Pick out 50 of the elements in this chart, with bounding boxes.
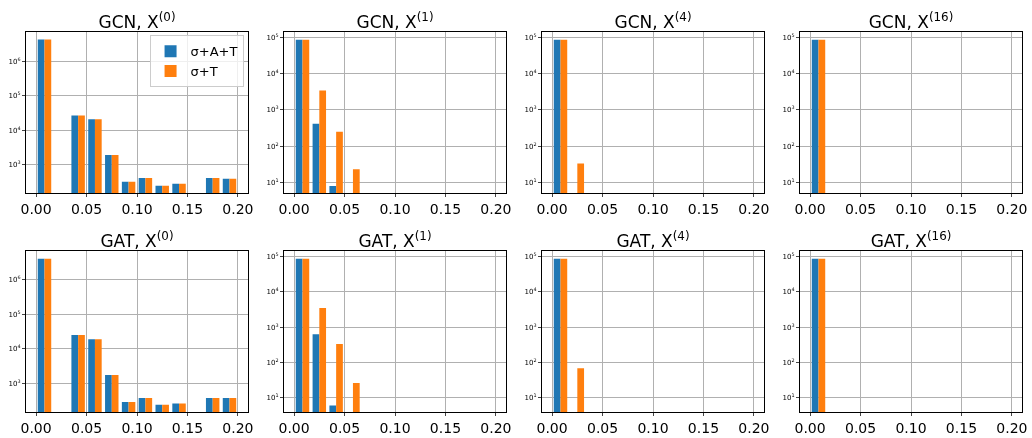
x-tick-label: 0.10 <box>379 419 411 436</box>
x-tick-label: 0.00 <box>794 419 826 436</box>
legend-label: σ+A+T <box>190 44 238 60</box>
x-tick-label: 0.15 <box>429 200 462 217</box>
x-tick-label: 0.05 <box>70 419 103 436</box>
x-tick-label: 0.15 <box>687 200 720 217</box>
x-tick-label: 0.10 <box>379 200 411 217</box>
x-tick-label: 0.10 <box>895 200 927 217</box>
x-tick-label: 0.10 <box>637 419 669 436</box>
chart-title: GCN, X$^{(16)}$ <box>868 9 954 32</box>
x-tick-label: 0.05 <box>328 200 361 217</box>
x-tick-label: 0.00 <box>278 419 310 436</box>
x-tick-label: 0.20 <box>480 200 512 217</box>
chart-title: GAT, X$^{(16)}$ <box>870 228 952 251</box>
x-tick-label: 0.05 <box>586 419 619 436</box>
chart-title: GAT, X$^{(4)}$ <box>616 228 690 251</box>
x-tick-label: 0.00 <box>278 200 310 217</box>
chart-title: GCN, X$^{(4)}$ <box>614 9 692 32</box>
x-tick-label: 0.05 <box>844 200 877 217</box>
chart-title: GCN, X$^{(0)}$ <box>98 9 176 32</box>
x-tick-label: 0.15 <box>945 200 978 217</box>
x-tick-label: 0.05 <box>586 200 619 217</box>
x-tick-label: 0.10 <box>637 200 669 217</box>
x-tick-label: 0.20 <box>480 419 512 436</box>
x-tick-label: 0.00 <box>536 200 568 217</box>
x-tick-label: 0.05 <box>328 419 361 436</box>
x-tick-label: 0.20 <box>996 200 1028 217</box>
x-tick-label: 0.15 <box>687 419 720 436</box>
x-tick-label: 0.20 <box>738 200 770 217</box>
x-tick-label: 0.15 <box>171 419 204 436</box>
x-tick-label: 0.00 <box>20 200 52 217</box>
x-tick-label: 0.20 <box>738 419 770 436</box>
chart-title: GCN, X$^{(1)}$ <box>356 9 434 32</box>
x-tick-label: 0.05 <box>844 419 877 436</box>
x-tick-label: 0.10 <box>895 419 927 436</box>
x-tick-label: 0.00 <box>536 419 568 436</box>
x-tick-label: 0.15 <box>429 419 462 436</box>
x-tick-label: 0.05 <box>70 200 103 217</box>
legend-label: σ+T <box>190 64 218 80</box>
chart-title: GAT, X$^{(0)}$ <box>100 228 174 251</box>
x-tick-label: 0.20 <box>222 200 254 217</box>
x-tick-label: 0.00 <box>20 419 52 436</box>
x-tick-label: 0.00 <box>794 200 826 217</box>
x-tick-label: 0.15 <box>945 419 978 436</box>
x-tick-label: 0.20 <box>996 419 1028 436</box>
x-tick-label: 0.15 <box>171 200 204 217</box>
chart-title: GAT, X$^{(1)}$ <box>358 228 432 251</box>
x-tick-label: 0.10 <box>121 200 153 217</box>
x-tick-label: 0.10 <box>121 419 153 436</box>
x-tick-label: 0.20 <box>222 419 254 436</box>
